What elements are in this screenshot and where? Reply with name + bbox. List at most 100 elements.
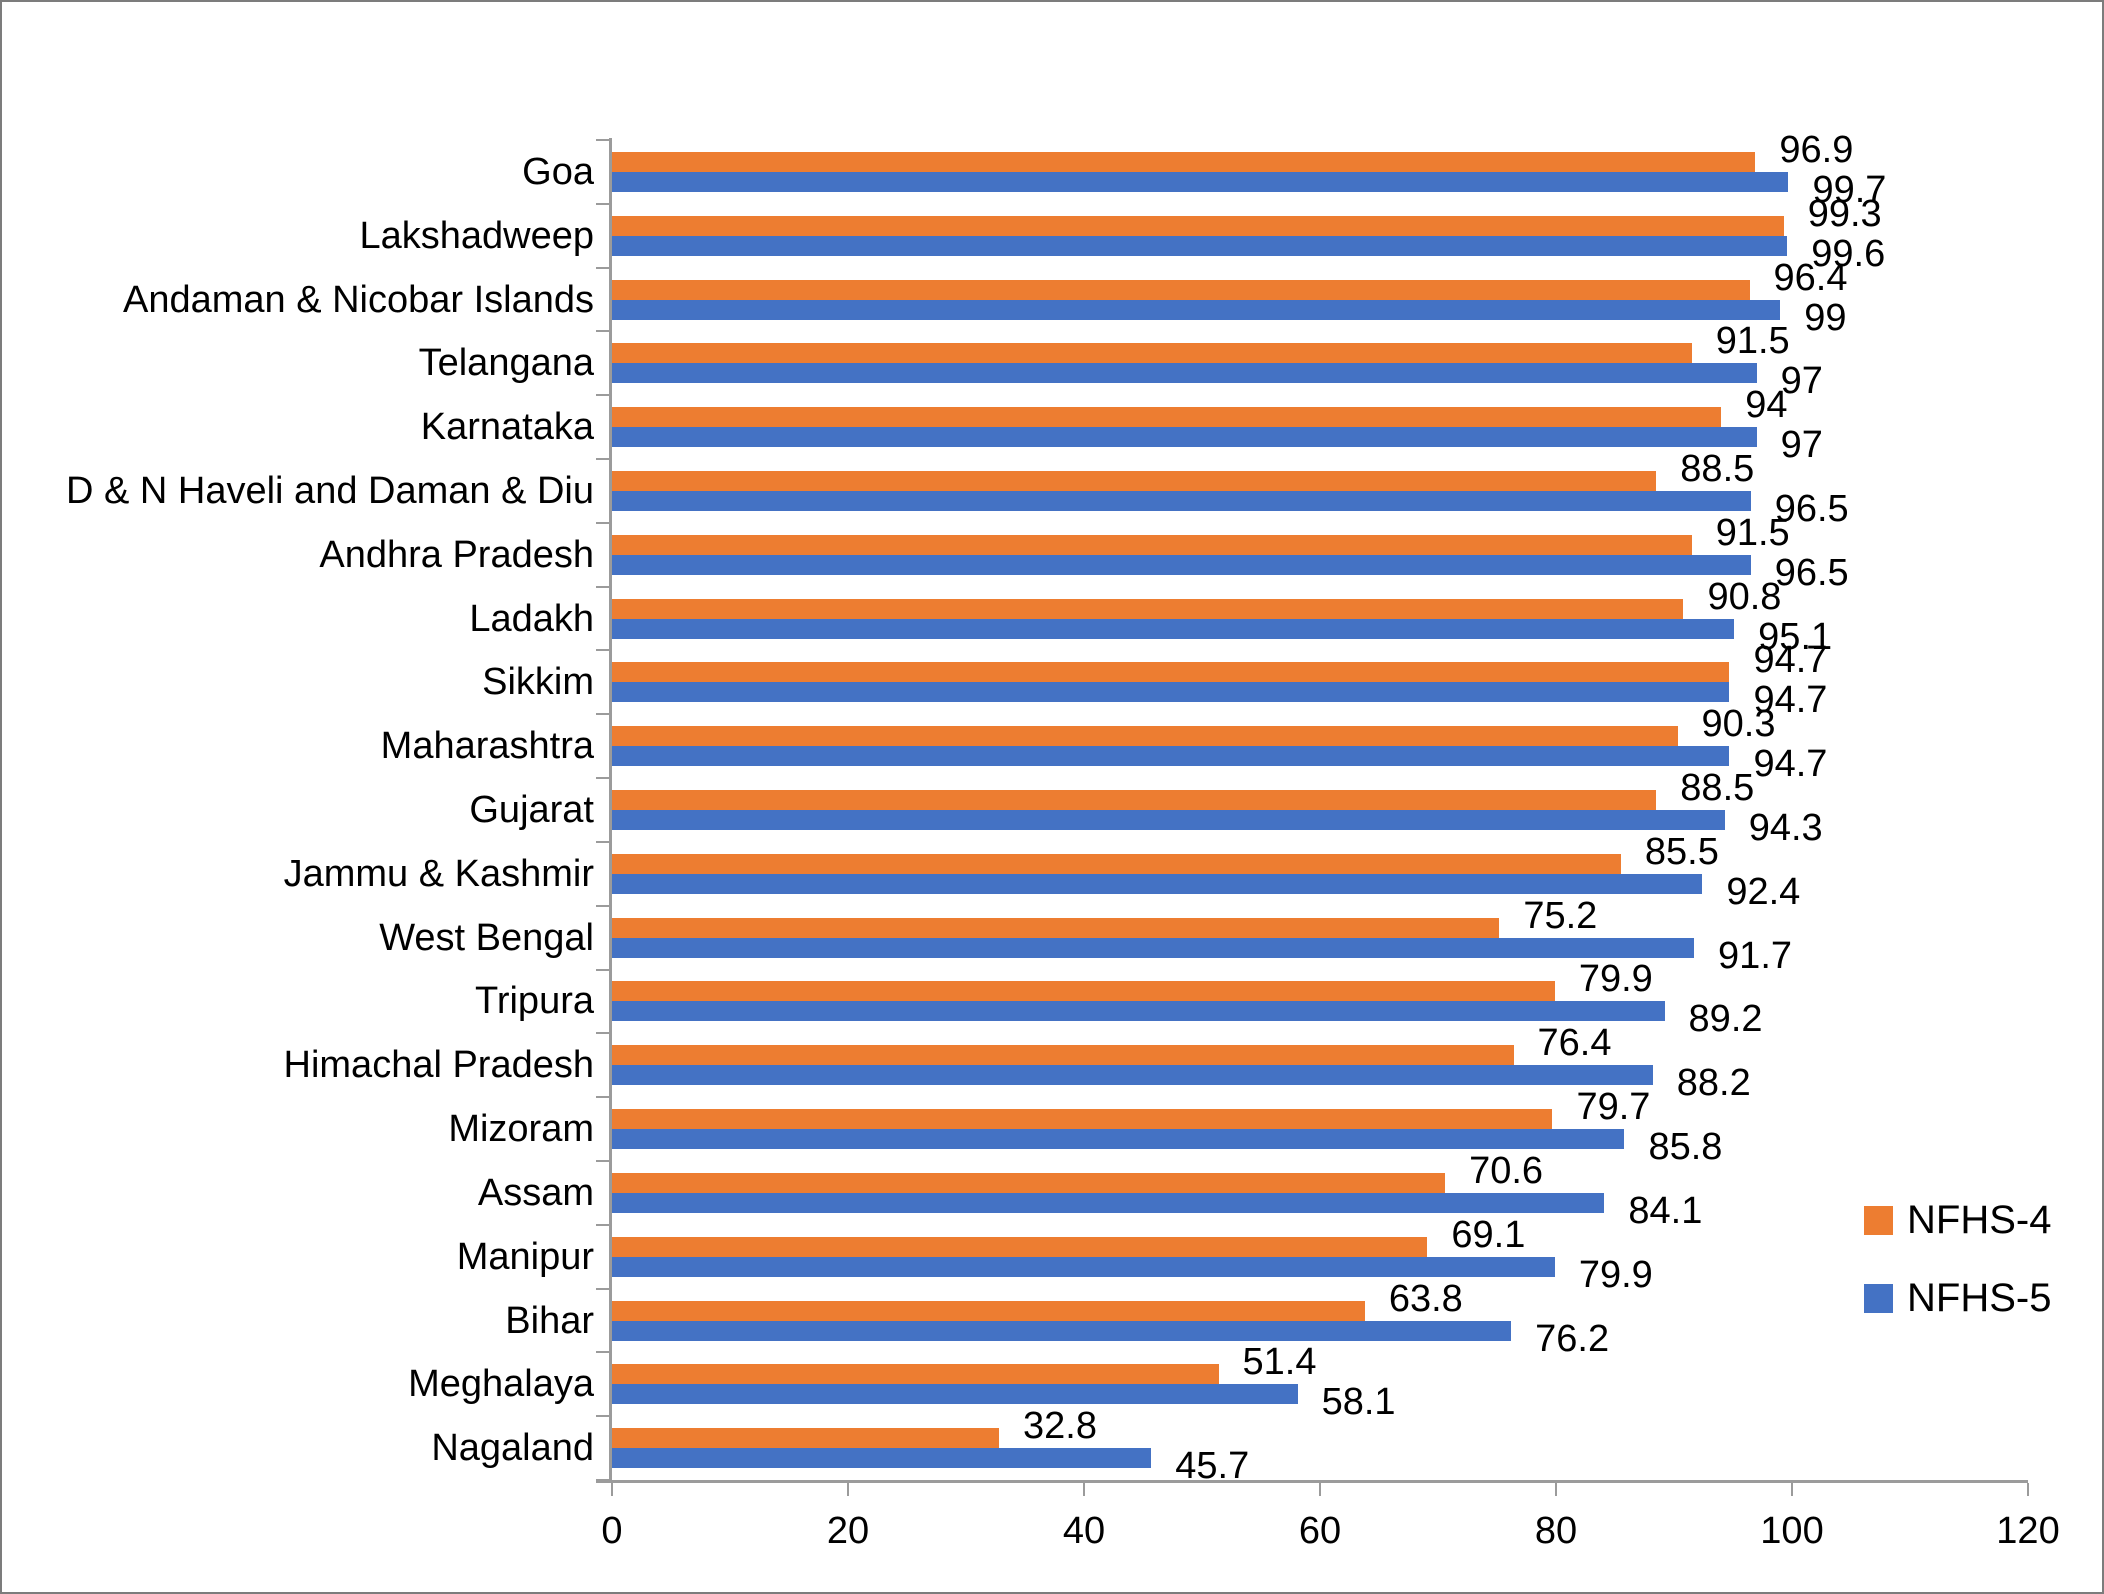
x-axis-tick: [2027, 1483, 2029, 1496]
nfhs4-bar: [612, 279, 1750, 300]
nfhs5-bar: [612, 171, 1789, 192]
category-row: Goa 96.9 99.7: [522, 131, 2028, 209]
nfhs5-value-label: 88.2: [1676, 1062, 1751, 1105]
category-row: Gujarat 88.5 94.3: [469, 769, 2028, 847]
nfhs4-bar: [612, 1300, 1365, 1321]
nfhs5-bar: [612, 937, 1695, 958]
x-axis-tick-label: 60: [1298, 1510, 1342, 1552]
nfhs4-value-label: 32.8: [1023, 1405, 1097, 1448]
y-axis-tick: [596, 394, 612, 397]
nfhs4-bar: [612, 407, 1722, 428]
nfhs5-swatch-icon: [1864, 1283, 1893, 1313]
nfhs4-bar: [612, 215, 1784, 236]
nfhs5-bar-line: 95.1: [612, 618, 2028, 656]
nfhs5-bar: [612, 810, 1725, 831]
nfhs5-bar: [612, 235, 1788, 256]
category-label: Assam: [477, 1171, 594, 1214]
y-axis-tick: [596, 330, 612, 333]
y-axis-line: [609, 138, 612, 1480]
nfhs4-bar: [612, 470, 1657, 491]
nfhs5-value-label: 99: [1804, 296, 1847, 339]
nfhs5-bar: [612, 427, 1757, 448]
nfhs5-value-label: 89.2: [1688, 998, 1763, 1041]
category-row: Meghalaya 51.4 58.1: [408, 1343, 2028, 1421]
y-axis-tick: [596, 1223, 612, 1226]
nfhs4-bar-line: 94: [612, 386, 2028, 428]
nfhs5-value-label: 99.6: [1811, 232, 1886, 275]
nfhs4-bar-line: 63.8: [612, 1280, 2028, 1321]
nfhs5-value-label: 91.7: [1718, 934, 1793, 977]
category-label: Bihar: [505, 1299, 594, 1342]
y-axis-tick: [596, 458, 612, 461]
nfhs4-bar-line: 88.5: [612, 450, 2028, 491]
nfhs4-bar-line: 51.4: [612, 1343, 2028, 1385]
nfhs5-bar-line: 45.7: [612, 1447, 2028, 1485]
y-axis-tick: [596, 1479, 612, 1481]
nfhs5-value-label: 94.7: [1753, 679, 1828, 722]
category-label: Gujarat: [469, 789, 594, 832]
legend-item-nfhs4: NFHS-4: [1864, 1200, 2051, 1240]
nfhs4-bar-line: 88.5: [612, 769, 2028, 811]
nfhs4-bar-line: 94.7: [612, 641, 2028, 683]
nfhs4-bar-line: 32.8: [612, 1407, 2028, 1449]
y-axis-tick: [596, 1415, 612, 1418]
nfhs5-bar-line: 99: [612, 299, 2028, 337]
nfhs5-value-label: 97: [1780, 360, 1823, 403]
nfhs5-bar-line: 99.6: [612, 235, 2028, 273]
x-axis-tick: [611, 1483, 613, 1496]
x-axis-tick-label: 100: [1760, 1510, 1824, 1552]
nfhs5-bar: [612, 363, 1757, 384]
nfhs4-value-label: 88.5: [1680, 767, 1755, 810]
nfhs5-value-label: 96.5: [1774, 487, 1849, 530]
x-axis-line: [596, 1480, 2028, 1483]
y-axis-tick: [596, 649, 612, 652]
nfhs5-bar: [612, 554, 1751, 575]
legend-label-nfhs5: NFHS-5: [1907, 1276, 2052, 1320]
nfhs5-bar: [612, 873, 1703, 894]
nfhs5-bar: [612, 1320, 1512, 1341]
x-axis-tick: [1083, 1483, 1085, 1496]
nfhs4-value-label: 70.6: [1469, 1149, 1544, 1192]
nfhs4-bar-line: 85.5: [612, 833, 2028, 874]
category-row: Bihar 63.8 76.2: [505, 1280, 2028, 1358]
category-label: Sikkim: [482, 661, 594, 704]
category-label: Karnataka: [420, 406, 594, 449]
nfhs4-bar-line: 79.9: [612, 960, 2028, 1002]
x-axis-tick: [1791, 1483, 1793, 1496]
nfhs4-value-label: 51.4: [1242, 1341, 1317, 1384]
nfhs5-bar: [612, 1448, 1152, 1469]
category-row: Lakshadweep 99.3 99.6: [359, 195, 2028, 273]
nfhs4-bar: [612, 1428, 1000, 1449]
nfhs4-bar-line: 96.4: [612, 259, 2028, 300]
nfhs5-bar-line: 94.7: [612, 681, 2028, 719]
nfhs4-value-label: 99.3: [1807, 192, 1882, 235]
nfhs5-bar-line: 85.8: [612, 1128, 2028, 1166]
x-axis-tick: [1319, 1483, 1321, 1496]
nfhs4-bar: [612, 662, 1730, 683]
category-label: Maharashtra: [380, 725, 594, 768]
category-row: Himachal Pradesh 76.4 88.2: [284, 1024, 2028, 1102]
nfhs5-value-label: 94.7: [1753, 743, 1828, 786]
y-axis-tick: [596, 521, 612, 524]
nfhs4-bar-line: 90.3: [612, 705, 2028, 747]
nfhs4-bar: [612, 1236, 1428, 1257]
category-label: West Bengal: [379, 916, 594, 959]
nfhs4-value-label: 91.5: [1715, 320, 1790, 363]
legend-label-nfhs4: NFHS-4: [1907, 1198, 2052, 1242]
category-row: Nagaland 32.8 45.7: [431, 1407, 2028, 1485]
nfhs4-bar: [612, 853, 1621, 874]
category-label: Meghalaya: [408, 1363, 594, 1406]
y-axis-tick: [596, 1287, 612, 1290]
category-row: Andhra Pradesh 91.5 96.5: [319, 514, 2028, 592]
nfhs5-bar-line: 88.2: [612, 1064, 2028, 1102]
plot-area: Goa 96.9 99.7 Lakshadweep 99.3 99.6 Anda…: [66, 131, 2060, 1550]
nfhs4-bar-line: 75.2: [612, 897, 2028, 938]
nfhs5-bar: [612, 1065, 1653, 1086]
nfhs4-bar: [612, 534, 1692, 555]
y-axis-tick: [596, 968, 612, 971]
nfhs4-bar-line: 91.5: [612, 322, 2028, 364]
x-axis-tick-label: 40: [1062, 1510, 1106, 1552]
nfhs5-value-label: 97: [1780, 424, 1823, 467]
nfhs4-value-label: 96.9: [1779, 128, 1854, 171]
legend: NFHS-4 NFHS-5: [1864, 1200, 2051, 1318]
